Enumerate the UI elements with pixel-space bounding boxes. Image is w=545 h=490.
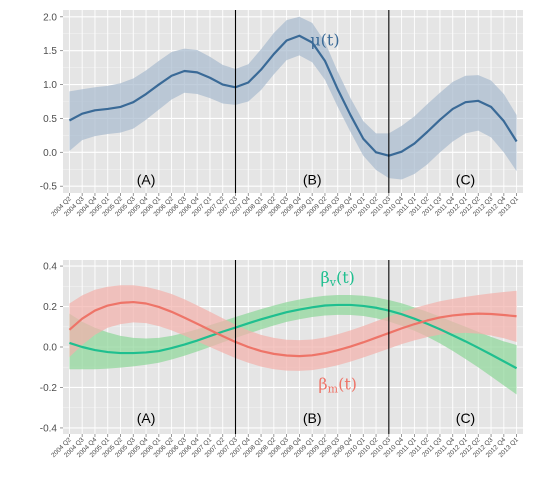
top-y-tick-label: 2.0 <box>43 12 57 23</box>
bottom-y-tick-label: 0.2 <box>43 302 57 313</box>
bottom-beta_m-line <box>68 300 517 358</box>
bottom-y-tick-label: -0.2 <box>40 383 58 394</box>
top-y-tick-label: 1.5 <box>43 46 57 57</box>
bottom-beta_v-line <box>69 303 518 370</box>
bottom-region-label: (A) <box>137 410 156 426</box>
bottom-region-label: (C) <box>456 410 475 426</box>
top-y-tick-label: 0.5 <box>43 114 57 125</box>
bottom-beta_v-series-label: βv(t) <box>321 268 355 289</box>
bottom-beta_m-series-label: βm(t) <box>318 374 357 395</box>
top-y-tick-label: -0.5 <box>40 182 58 193</box>
top-mu-confidence-band <box>69 16 517 180</box>
bottom-y-tick-label: -0.4 <box>40 423 58 434</box>
top-mu-line <box>68 34 518 157</box>
bottom-beta_m-confidence-band <box>69 285 517 371</box>
top-mu-series-label: μ(t) <box>310 31 339 50</box>
top-y-tick-label: 1.0 <box>43 80 57 91</box>
top-region-label: (B) <box>303 171 322 187</box>
top-region-label: (A) <box>137 171 156 187</box>
top-region-label: (C) <box>456 171 475 187</box>
bottom-y-tick-label: 0.0 <box>43 343 57 354</box>
top-y-tick-label: 0.0 <box>43 148 57 159</box>
bottom-y-tick-label: 0.4 <box>43 262 57 273</box>
bottom-region-label: (B) <box>303 410 322 426</box>
